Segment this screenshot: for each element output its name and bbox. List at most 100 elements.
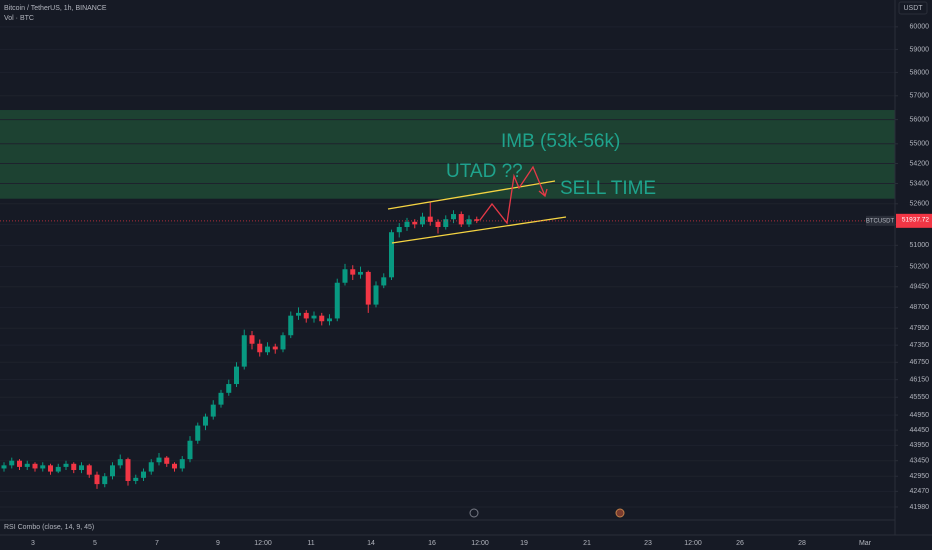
currency-label: USDT bbox=[903, 5, 923, 12]
channel-top bbox=[387, 180, 556, 210]
candle-body bbox=[365, 271, 371, 305]
candle-body bbox=[148, 462, 154, 472]
candle-body bbox=[389, 232, 394, 278]
candle-body bbox=[396, 226, 402, 233]
candle-body bbox=[257, 343, 263, 353]
y-tick-label: 57000 bbox=[910, 93, 930, 100]
candle-body bbox=[342, 269, 348, 283]
x-tick-label: 21 bbox=[583, 540, 591, 547]
projection-path bbox=[479, 165, 546, 225]
x-tick-label: 7 bbox=[155, 540, 159, 547]
x-tick-label: 5 bbox=[93, 540, 97, 547]
candle-body bbox=[172, 463, 177, 469]
y-tick-label: 58000 bbox=[910, 69, 930, 76]
price-badge bbox=[896, 213, 932, 228]
x-tick-label: 3 bbox=[31, 540, 35, 547]
annotation: IMB (53k-56k) bbox=[501, 131, 620, 152]
symbol-label: BTCUSDT bbox=[866, 218, 895, 224]
event-icon[interactable] bbox=[469, 508, 479, 518]
y-tick-label: 43450 bbox=[910, 458, 930, 465]
candle-body bbox=[55, 466, 61, 472]
candle-body bbox=[241, 335, 247, 367]
candle-body bbox=[203, 416, 208, 426]
candle-body bbox=[9, 460, 15, 466]
candle-body bbox=[102, 476, 108, 485]
candle-body bbox=[451, 214, 456, 220]
candle-body bbox=[63, 463, 69, 467]
y-tick-label: 49450 bbox=[910, 284, 930, 291]
candle-body bbox=[164, 457, 170, 464]
candle-body bbox=[427, 216, 433, 222]
y-tick-label: 50200 bbox=[910, 263, 930, 270]
candle-body bbox=[32, 463, 38, 469]
candle-body bbox=[319, 315, 325, 322]
candle-body bbox=[350, 269, 356, 275]
candle-body bbox=[117, 459, 123, 466]
symbol-badge bbox=[866, 215, 895, 226]
candle-body bbox=[94, 474, 100, 485]
candle-body bbox=[133, 477, 139, 481]
candle-body bbox=[381, 277, 387, 286]
candle-body bbox=[265, 346, 270, 353]
candle-body bbox=[1, 465, 7, 469]
x-tick-label: Mar bbox=[859, 540, 872, 547]
candle-body bbox=[226, 384, 232, 393]
projection-arrow bbox=[538, 188, 548, 198]
x-tick-label: 26 bbox=[736, 540, 744, 547]
y-tick-label: 42470 bbox=[910, 488, 930, 495]
y-tick-label: 53400 bbox=[910, 180, 930, 187]
candle-body bbox=[288, 315, 294, 336]
y-tick-label: 42950 bbox=[910, 473, 930, 480]
candle-body bbox=[474, 219, 480, 221]
candle-body bbox=[17, 460, 22, 467]
candle-body bbox=[404, 221, 410, 227]
candle-body bbox=[210, 404, 216, 417]
y-tick-label: 43950 bbox=[910, 442, 930, 449]
candle-body bbox=[86, 465, 92, 475]
candle-body bbox=[435, 221, 441, 227]
candle-body bbox=[443, 219, 449, 227]
y-tick-label: 47350 bbox=[910, 342, 930, 349]
volume-label: Vol · BTC bbox=[4, 15, 34, 22]
y-tick-label: 48700 bbox=[910, 304, 930, 311]
y-tick-label: 60000 bbox=[910, 24, 930, 31]
candle-body bbox=[71, 463, 77, 471]
y-tick-label: 54200 bbox=[910, 160, 930, 167]
candle-body bbox=[141, 471, 146, 478]
candle-body bbox=[373, 285, 379, 305]
x-tick-label: 9 bbox=[216, 540, 220, 547]
candle-body bbox=[234, 366, 239, 385]
chart-title: Bitcoin / TetherUS, 1h, BINANCE bbox=[4, 5, 107, 12]
event-icon[interactable] bbox=[615, 508, 625, 518]
x-tick-label: 23 bbox=[644, 540, 652, 547]
y-tick-label: 44950 bbox=[910, 412, 930, 419]
candle-body bbox=[296, 312, 301, 316]
y-tick-label: 46750 bbox=[910, 359, 930, 366]
y-tick-label: 44450 bbox=[910, 427, 930, 434]
candle-body bbox=[420, 216, 425, 225]
currency-box bbox=[898, 1, 928, 15]
y-tick-label: 56000 bbox=[910, 116, 930, 123]
x-tick-label: 19 bbox=[520, 540, 528, 547]
zone bbox=[0, 110, 895, 199]
y-tick-label: 41980 bbox=[910, 504, 930, 511]
candle-body bbox=[187, 440, 193, 460]
candle-body bbox=[327, 318, 332, 322]
x-tick-label: 12:00 bbox=[471, 540, 489, 547]
candle-body bbox=[48, 465, 53, 472]
candle-body bbox=[156, 457, 162, 463]
y-tick-label: 46150 bbox=[910, 376, 930, 383]
candle-body bbox=[179, 459, 185, 469]
candle-body bbox=[303, 312, 309, 319]
channel-bottom bbox=[391, 216, 567, 244]
candle-body bbox=[195, 425, 201, 441]
x-tick-label: 14 bbox=[367, 540, 375, 547]
candle-body bbox=[79, 465, 84, 471]
indicator-label: RSI Combo (close, 14, 9, 45) bbox=[4, 524, 94, 531]
candle-body bbox=[280, 335, 286, 350]
y-tick-label: 51000 bbox=[910, 242, 930, 249]
x-tick-label: 16 bbox=[428, 540, 436, 547]
candle-body bbox=[412, 221, 418, 225]
